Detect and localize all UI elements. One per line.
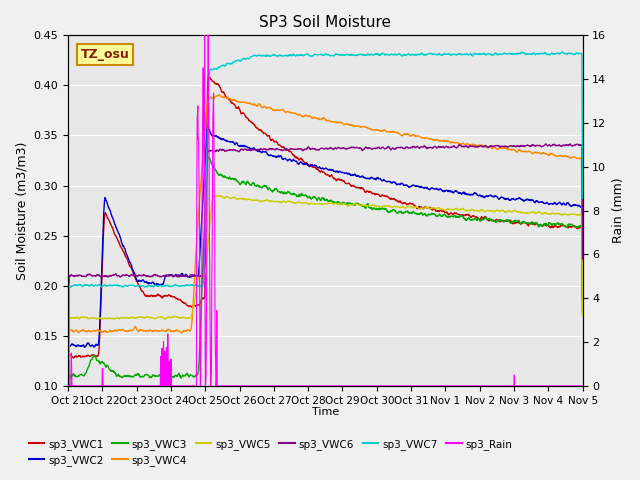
Title: SP3 Soil Moisture: SP3 Soil Moisture bbox=[259, 15, 391, 30]
Y-axis label: Rain (mm): Rain (mm) bbox=[612, 178, 625, 243]
Text: TZ_osu: TZ_osu bbox=[81, 48, 130, 61]
X-axis label: Time: Time bbox=[312, 407, 339, 417]
Legend: sp3_VWC1, sp3_VWC2, sp3_VWC3, sp3_VWC4, sp3_VWC5, sp3_VWC6, sp3_VWC7, sp3_Rain: sp3_VWC1, sp3_VWC2, sp3_VWC3, sp3_VWC4, … bbox=[24, 434, 517, 470]
Y-axis label: Soil Moisture (m3/m3): Soil Moisture (m3/m3) bbox=[15, 142, 28, 280]
